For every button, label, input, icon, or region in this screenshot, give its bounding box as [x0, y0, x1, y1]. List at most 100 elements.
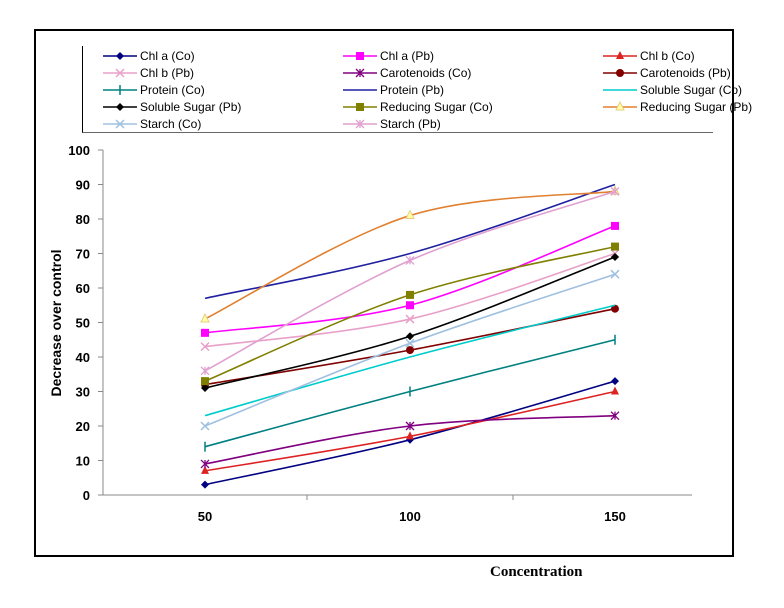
- series-chl-a-pb: [201, 221, 619, 337]
- legend-swatch-icon: [103, 84, 137, 95]
- legend-marker: [356, 51, 364, 60]
- legend-label: Carotenoids (Co): [380, 65, 472, 80]
- legend-swatch-icon: [103, 51, 137, 60]
- x-tick-label: 50: [198, 509, 212, 524]
- y-tick-label: 10: [76, 454, 90, 469]
- data-point: [611, 304, 619, 313]
- series-line: [204, 183, 616, 300]
- data-point: [406, 301, 414, 310]
- data-point: [611, 221, 619, 230]
- legend-marker: [355, 119, 365, 128]
- legend-label: Chl b (Pb): [140, 65, 195, 80]
- legend-swatch-icon: [603, 50, 637, 59]
- data-point: [611, 242, 619, 251]
- data-point: [406, 431, 414, 440]
- legend-label: Protein (Co): [140, 82, 205, 97]
- legend-marker: [115, 118, 125, 129]
- legend-marker: [616, 50, 624, 59]
- legend-label: Chl a (Pb): [380, 48, 435, 63]
- legend-swatch-icon: [603, 88, 637, 91]
- legend-item: Soluble Sugar (Pb): [103, 98, 241, 115]
- series-line: [204, 245, 616, 382]
- legend-swatch-icon: [603, 68, 637, 77]
- legend-swatch-icon: [103, 118, 137, 129]
- legend-label: Soluble Sugar (Pb): [140, 99, 242, 114]
- legend-marker: [355, 68, 365, 77]
- series-starch-pb: [200, 186, 620, 376]
- y-tick-label: 50: [76, 316, 90, 331]
- legend-item: Reducing Sugar (Pb): [603, 98, 752, 115]
- data-point: [610, 269, 620, 279]
- y-tick-label: 90: [76, 178, 90, 193]
- data-point: [611, 386, 619, 395]
- legend-swatch-icon: [103, 67, 137, 78]
- legend-item: Reducing Sugar (Co): [343, 98, 493, 115]
- data-point: [201, 328, 209, 337]
- y-tick-label: 0: [83, 488, 90, 503]
- legend-swatch-icon: [343, 102, 377, 111]
- x-tick-label: 150: [604, 509, 626, 524]
- legend-label: Reducing Sugar (Pb): [640, 99, 753, 114]
- y-tick-label: 80: [76, 212, 90, 227]
- series-carotenoids-co: [200, 411, 620, 469]
- data-point: [200, 342, 210, 352]
- y-tick-label: 70: [76, 247, 90, 262]
- x-axis-label: Concentration: [490, 564, 583, 580]
- y-tick-label: 20: [76, 419, 90, 434]
- legend-marker: [116, 51, 124, 60]
- legend-label: Chl a (Co): [140, 48, 195, 63]
- data-point: [201, 377, 209, 386]
- y-tick-label: 40: [76, 350, 90, 365]
- legend-item: Carotenoids (Pb): [603, 64, 731, 81]
- series-reducing-sugar-co: [201, 242, 619, 386]
- series-protein-pb: [204, 183, 616, 300]
- y-tick-label: 100: [68, 143, 90, 158]
- data-point: [406, 332, 414, 341]
- data-point: [201, 480, 209, 489]
- data-point: [201, 465, 209, 474]
- legend-item: Starch (Pb): [343, 115, 441, 132]
- y-axis-label: Decrease over control: [48, 249, 64, 396]
- legend-label: Starch (Pb): [380, 116, 441, 131]
- series-line: [204, 304, 616, 417]
- data-point: [610, 411, 620, 421]
- y-tick-label: 30: [76, 385, 90, 400]
- legend-swatch-icon: [343, 51, 377, 60]
- legend-item: Soluble Sugar (Co): [603, 81, 742, 98]
- legend-marker: [615, 100, 625, 110]
- legend-item: Chl b (Co): [603, 47, 695, 64]
- data-point: [405, 314, 415, 324]
- legend-marker: [356, 102, 364, 111]
- data-point: [405, 338, 415, 348]
- legend-label: Protein (Pb): [380, 82, 445, 97]
- data-point: [200, 366, 210, 376]
- legend-label: Carotenoids (Pb): [640, 65, 731, 80]
- data-point: [405, 255, 415, 265]
- series-protein-co: [204, 334, 616, 452]
- data-point: [200, 421, 210, 431]
- series-soluble-sugar-co: [204, 304, 616, 417]
- series-line: [204, 225, 616, 334]
- series-chl-b-co: [201, 386, 619, 474]
- legend-swatch-icon: [343, 88, 377, 91]
- series-carotenoids-pb: [201, 304, 619, 389]
- data-point: [611, 377, 619, 386]
- data-point: [200, 312, 210, 323]
- legend-marker: [115, 67, 125, 78]
- series-line: [204, 390, 616, 472]
- data-point: [610, 186, 620, 196]
- legend-marker: [116, 102, 124, 111]
- legend-label: Chl b (Co): [640, 48, 695, 63]
- data-point: [201, 384, 209, 393]
- legend-label: Reducing Sugar (Co): [380, 99, 493, 114]
- data-point: [406, 346, 414, 355]
- series-soluble-sugar-pb: [201, 252, 619, 393]
- legend-item: Protein (Co): [103, 81, 205, 98]
- data-point: [200, 459, 210, 469]
- series-starch-co: [200, 269, 620, 431]
- chart-frame: [34, 29, 734, 557]
- legend-swatch-icon: [103, 102, 137, 111]
- series-line: [204, 256, 616, 389]
- legend: Chl a (Co) Chl a (Pb) Chl b (Co) Chl b (Pb)…: [82, 46, 752, 133]
